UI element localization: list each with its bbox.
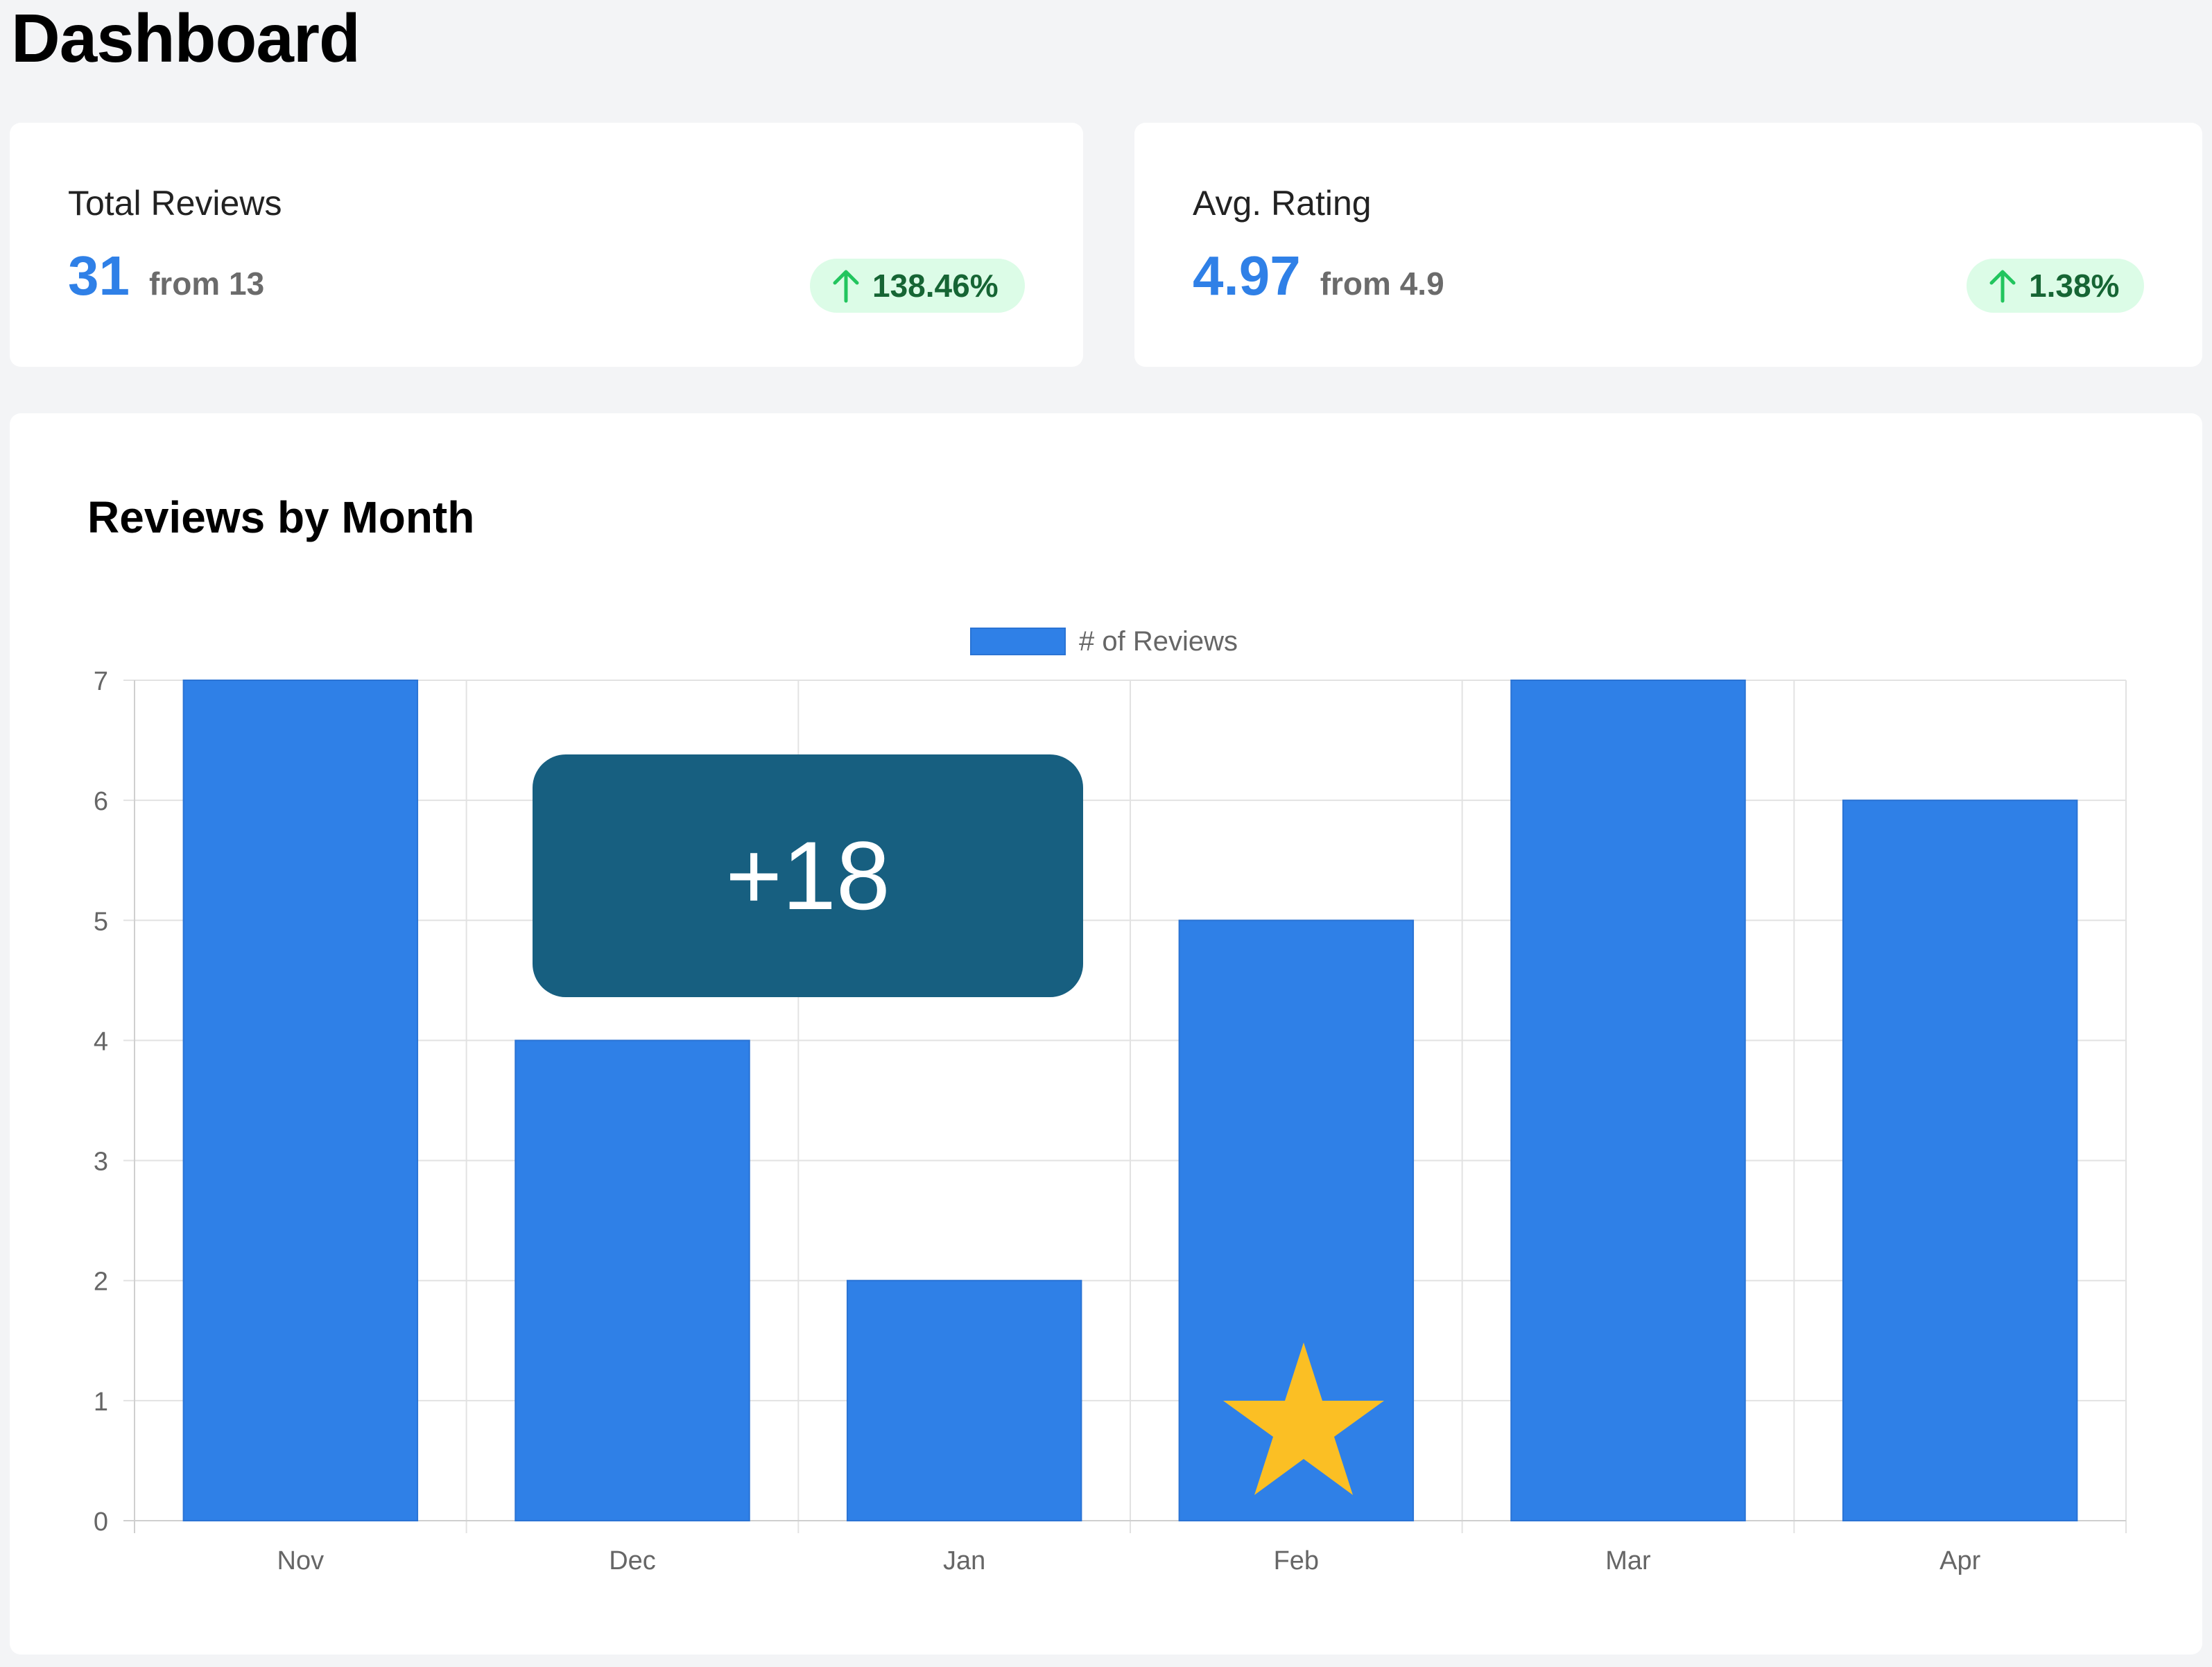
avg-rating-change: 1.38% <box>2029 268 2120 304</box>
y-tick-label: 2 <box>94 1268 108 1297</box>
y-tick-label: 3 <box>94 1148 108 1177</box>
total-reviews-card: Total Reviews 31 from 13 138.46% <box>10 123 1083 367</box>
total-reviews-from: from 13 <box>148 266 265 302</box>
x-tick-label: Dec <box>609 1546 656 1575</box>
bar-nov <box>182 680 419 1521</box>
total-reviews-change: 138.46% <box>872 268 999 304</box>
avg-rating-card: Avg. Rating 4.97 from 4.9 1.38% <box>1134 123 2202 367</box>
review-increase-overlay: +18 <box>533 754 1083 997</box>
arrow-up-icon <box>1989 270 2016 303</box>
avg-rating-from: from 4.9 <box>1320 266 1444 302</box>
bar-apr <box>1842 800 2078 1522</box>
total-reviews-value-row: 31 from 13 <box>68 245 264 307</box>
y-tick-label: 1 <box>94 1388 108 1417</box>
x-tick-label: Mar <box>1605 1546 1651 1575</box>
bar-jan <box>846 1279 1082 1521</box>
y-tick-label: 7 <box>94 667 108 696</box>
y-tick-label: 0 <box>94 1508 108 1537</box>
bar-dec <box>515 1039 750 1521</box>
page-title: Dashboard <box>11 0 361 76</box>
chart-title: Reviews by Month <box>87 492 475 542</box>
avg-rating-label: Avg. Rating <box>1193 184 1372 223</box>
avg-rating-value: 4.97 <box>1193 245 1301 306</box>
avg-rating-change-badge: 1.38% <box>1967 259 2144 313</box>
y-tick-label: 5 <box>94 907 108 936</box>
total-reviews-change-badge: 138.46% <box>810 259 1025 313</box>
total-reviews-label: Total Reviews <box>68 184 282 223</box>
legend-label: # of Reviews <box>1079 626 1238 657</box>
total-reviews-value: 31 <box>68 245 130 306</box>
arrow-up-icon <box>833 270 859 303</box>
reviews-bar-chart: 0 1 2 3 4 5 6 7 Nov Dec Jan Feb Mar Apr # of Reviews <box>94 626 2127 1575</box>
y-tick-label: 6 <box>94 787 108 816</box>
reviews-by-month-card: Reviews by Month 0 1 2 3 4 5 6 7 Nov Dec Jan Feb Mar… <box>10 413 2202 1655</box>
star-icon <box>1223 1342 1384 1495</box>
x-tick-label: Nov <box>277 1546 325 1575</box>
y-tick-label: 4 <box>94 1027 108 1056</box>
bar-mar <box>1510 680 1746 1521</box>
x-tick-label: Apr <box>1939 1546 1980 1575</box>
x-tick-label: Feb <box>1274 1546 1319 1575</box>
x-tick-label: Jan <box>943 1546 985 1575</box>
avg-rating-value-row: 4.97 from 4.9 <box>1193 245 1444 307</box>
legend-swatch <box>970 628 1066 655</box>
